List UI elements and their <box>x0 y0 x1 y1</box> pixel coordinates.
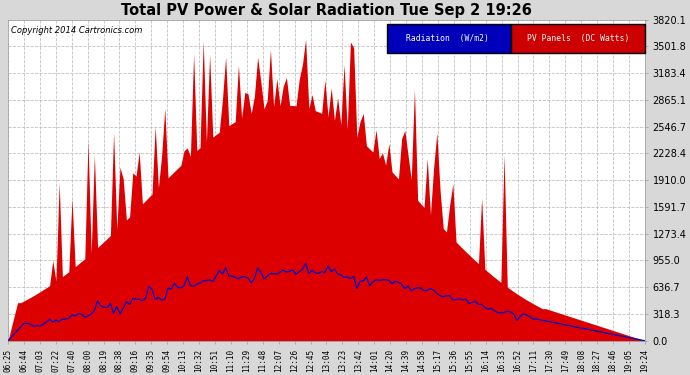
FancyBboxPatch shape <box>511 24 645 53</box>
FancyBboxPatch shape <box>387 24 511 53</box>
Text: Copyright 2014 Cartronics.com: Copyright 2014 Cartronics.com <box>11 26 143 35</box>
Title: Total PV Power & Solar Radiation Tue Sep 2 19:26: Total PV Power & Solar Radiation Tue Sep… <box>121 3 532 18</box>
Text: Radiation  (W/m2): Radiation (W/m2) <box>406 34 489 44</box>
Text: PV Panels  (DC Watts): PV Panels (DC Watts) <box>527 34 629 44</box>
